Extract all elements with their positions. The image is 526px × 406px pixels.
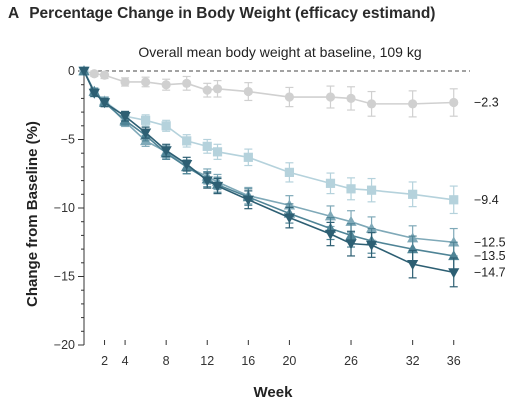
data-point-square: [141, 115, 151, 125]
data-point-square: [202, 141, 212, 151]
series-5: [78, 66, 460, 288]
series-4: [78, 65, 460, 271]
data-point-circle: [202, 85, 212, 95]
data-point-circle: [408, 99, 418, 109]
data-point-triangle-down: [181, 159, 193, 170]
series-group: [78, 65, 460, 288]
data-point-circle: [243, 86, 253, 97]
data-point-triangle-down: [345, 239, 357, 250]
x-tick-label: 2: [101, 354, 108, 368]
data-point-triangle-down: [242, 195, 254, 206]
y-tick-label: −10: [54, 201, 75, 215]
x-tick-label: 8: [163, 354, 170, 368]
data-point-triangle-down: [119, 112, 131, 123]
data-point-circle: [325, 92, 336, 102]
data-point-square: [182, 136, 192, 146]
data-point-circle: [366, 99, 377, 109]
data-point-triangle-down: [283, 213, 296, 224]
series-end-label: −14.7: [474, 265, 506, 279]
data-point-square: [212, 147, 223, 157]
panel-title: Percentage Change in Body Weight (effica…: [29, 5, 436, 22]
data-point-circle: [161, 80, 171, 90]
x-tick-label: 20: [282, 354, 296, 368]
data-point-triangle-down: [211, 181, 224, 192]
series-line: [83, 70, 454, 244]
end-labels-group: −2.3 −9.4 −12.5−13.5 −14.7: [474, 96, 506, 280]
data-point-circle: [284, 92, 295, 102]
data-point-circle: [212, 84, 223, 94]
data-point-triangle-down: [88, 88, 100, 99]
data-point-triangle: [448, 236, 460, 247]
data-point-square: [161, 121, 171, 131]
series-1: [79, 66, 459, 118]
panel-heading: A Percentage Change in Body Weight (effic…: [8, 5, 435, 23]
data-point-circle: [346, 93, 356, 103]
data-point-triangle-down: [365, 240, 378, 251]
y-tick-label: −15: [54, 270, 75, 284]
y-tick-label: 0: [68, 64, 75, 78]
data-point-circle: [449, 97, 459, 108]
axes-group: 0 −5 −10 −15 −20 2 4 8 12 16 20 26 32 36: [54, 64, 470, 368]
series-end-label: −12.5: [474, 235, 506, 249]
data-point-triangle-down: [98, 98, 111, 109]
x-tick-label: 32: [406, 354, 420, 368]
data-point-triangle-down: [324, 229, 337, 240]
data-point-triangle-down: [448, 268, 460, 279]
panel-letter: A: [8, 5, 20, 22]
chart-subtitle: Overall mean body weight at baseline, 10…: [138, 44, 421, 60]
x-tick-label: 16: [241, 354, 255, 368]
data-point-triangle-down: [160, 146, 172, 157]
data-point-circle: [182, 78, 192, 88]
series-line: [83, 70, 454, 257]
data-point-circle: [141, 77, 151, 87]
series-2: [79, 66, 459, 215]
series-end-label: −9.4: [474, 193, 499, 207]
series-end-label: −13.5: [474, 249, 506, 263]
series-line: [83, 70, 454, 274]
data-point-triangle-down: [201, 176, 213, 187]
data-point-square: [449, 195, 459, 205]
data-point-square: [346, 184, 356, 194]
x-tick-label: 36: [447, 354, 461, 368]
series-line: [83, 70, 454, 105]
y-tick-label: −20: [54, 338, 75, 352]
data-point-triangle-down: [140, 128, 152, 139]
data-point-square: [325, 178, 336, 188]
x-tick-label: 12: [200, 354, 214, 368]
x-tick-label: 4: [122, 354, 129, 368]
data-point-triangle-down: [407, 259, 419, 270]
y-axis-title: Change from Baseline (%): [24, 121, 41, 307]
data-point-square: [284, 167, 295, 177]
data-point-circle: [120, 77, 130, 87]
data-point-square: [408, 189, 418, 199]
y-tick-label: −5: [61, 133, 75, 147]
data-point-square: [366, 185, 377, 195]
data-point-square: [243, 152, 253, 162]
data-point-triangle: [365, 222, 378, 233]
x-tick-label: 26: [344, 354, 358, 368]
data-point-circle: [89, 69, 99, 79]
x-axis-title: Week: [254, 384, 294, 401]
data-point-triangle-down: [78, 66, 90, 77]
data-point-circle: [99, 70, 110, 80]
series-end-label: −2.3: [474, 96, 499, 110]
